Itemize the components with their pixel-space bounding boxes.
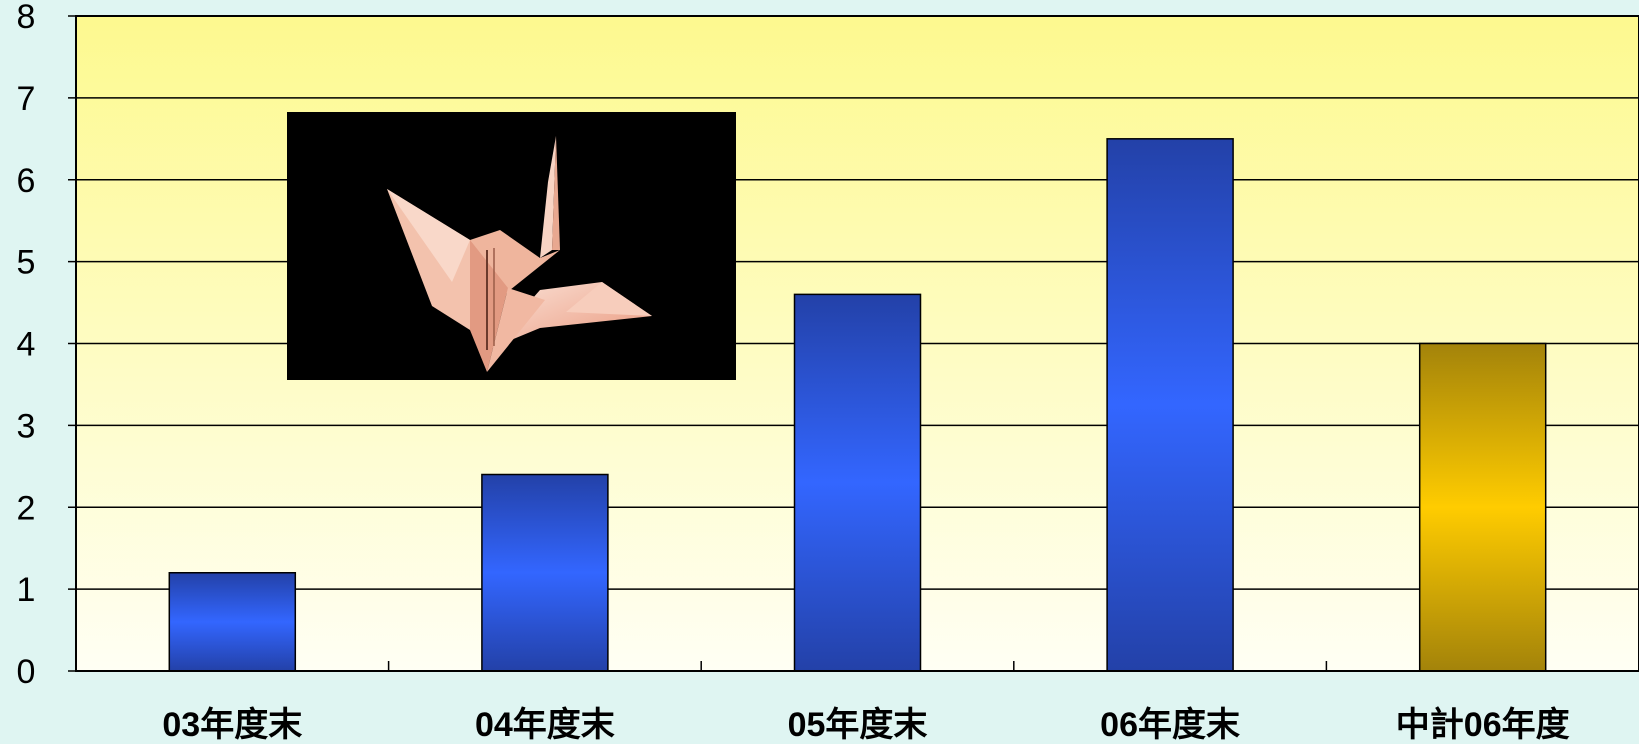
y-tick-label: 6	[17, 162, 36, 200]
origami-crane-photo-icon	[287, 112, 736, 380]
y-tick-label: 4	[17, 326, 36, 364]
bar-4	[1106, 138, 1234, 672]
y-tick-label: 5	[17, 244, 36, 282]
x-tick-label: 03年度末	[162, 706, 302, 744]
y-tick-label: 2	[17, 489, 36, 527]
y-tick-label: 3	[17, 407, 36, 445]
y-axis-ticks: 0 1 2 3 4 5 6 7 8	[17, 0, 36, 691]
x-tick-label: 中計06年度	[1396, 706, 1570, 744]
y-tick-label: 7	[17, 80, 36, 118]
x-axis-ticks: 03年度末 04年度末 05年度末 06年度末 中計06年度	[162, 706, 1569, 744]
x-tick-label: 06年度末	[1100, 706, 1240, 744]
bar-5	[1418, 342, 1547, 672]
y-tick-label: 1	[17, 571, 36, 609]
origami-crane-icon	[387, 136, 652, 372]
y-tick-label: 0	[17, 653, 36, 691]
bars	[168, 138, 1547, 672]
x-tick-label: 04年度末	[475, 706, 615, 744]
y-tick-label: 8	[17, 0, 36, 36]
plot-frame	[75, 15, 1639, 672]
bar-1	[168, 572, 297, 672]
x-tick-label: 05年度末	[788, 706, 928, 744]
bar-3	[793, 293, 922, 672]
bar-2	[481, 473, 609, 672]
